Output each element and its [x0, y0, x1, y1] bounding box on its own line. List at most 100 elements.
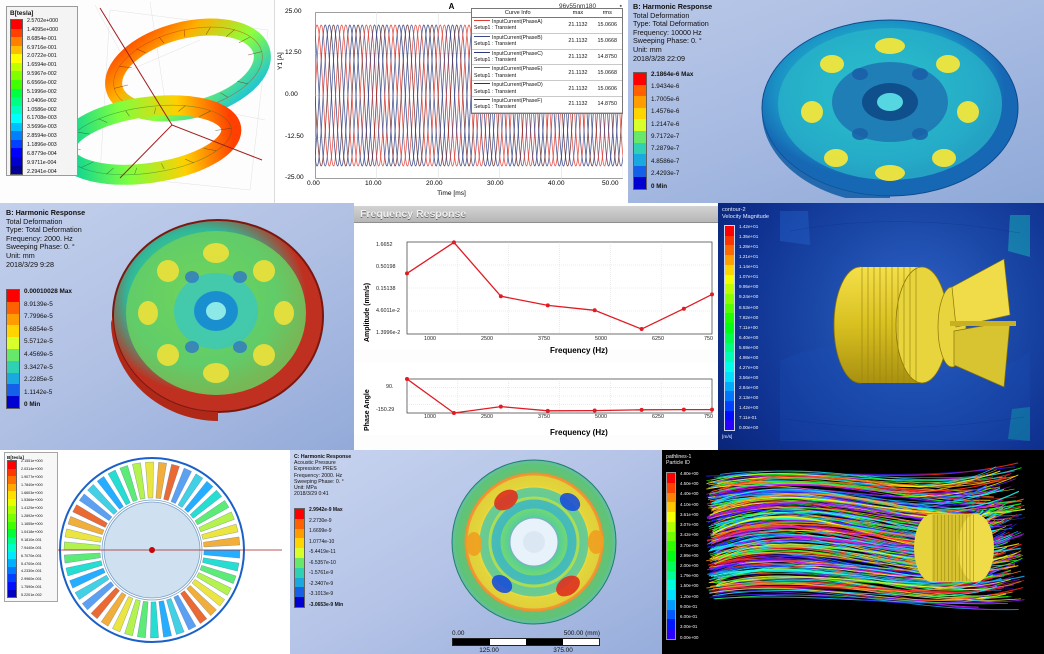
curve-color-swatch [474, 52, 490, 53]
legend-value: 6.00e-01 [680, 615, 698, 619]
color-bar-segment [634, 143, 646, 155]
legend-value: 6.6566e-002 [27, 81, 58, 86]
table-row: InputCurrent(PhaseF) Setup1 : Transient 21… [472, 97, 622, 113]
legend-value: 6.9716e-001 [27, 46, 58, 51]
color-bar [633, 72, 647, 190]
curve-name: InputCurrent(PhaseF) [492, 98, 542, 104]
panel-2d-flux-density: B[tesla] 2.1551e+000 2.0314e+000 1.9077e+0… [0, 450, 290, 654]
scale-mid: 375.00 [553, 647, 573, 654]
legend-value: 1.2147e-6 [651, 122, 693, 128]
color-bar-segment [634, 85, 646, 97]
color-bar-segment [725, 382, 734, 392]
color-bar [6, 289, 20, 409]
col-rms: rms [592, 9, 622, 18]
x-tick: 6250 [652, 414, 664, 420]
curve-info-table: Curve Info max rms InputCurrent(PhaseA) S… [471, 8, 623, 114]
x-tick: 3750 [538, 414, 550, 420]
legend-value: 1.6594e-001 [27, 63, 58, 68]
color-bar-segment [725, 236, 734, 246]
color-bar-segment [11, 80, 22, 89]
legend-value: 2.84e+00 [739, 386, 758, 391]
color-bar-segment [634, 73, 646, 85]
color-bar [724, 225, 735, 431]
col-curve-info: Curve Info [472, 9, 563, 18]
data-point [710, 408, 714, 412]
legend-value: 7.11e+00 [739, 326, 758, 331]
legend-value: 2.9960e-001 [21, 578, 43, 582]
legend-value: 1.0406e-002 [27, 99, 58, 104]
cell-curve: InputCurrent(PhaseF) Setup1 : Transient [472, 97, 563, 113]
color-bar-segment [725, 265, 734, 275]
harmonic-b-legend: 2.1864e-6 Max 1.9434e-6 1.7005e-6 1.4576e-6… [633, 72, 693, 190]
y-tick: -25.00 [285, 174, 304, 181]
velocity-magnitude-legend: 1.42e+01 1.35e+01 1.28e+01 1.21e+01 1.14e+01… [724, 225, 758, 431]
color-bar-segment [667, 571, 675, 581]
color-bar-segment [11, 89, 22, 98]
legend-value: 1.1896e-003 [27, 143, 58, 148]
table-row: InputCurrent(PhaseC) Setup1 : Transient 21… [472, 49, 622, 65]
curve-name: InputCurrent(PhaseA) [492, 19, 542, 25]
legend-value: 6.1708e-003 [27, 116, 58, 121]
color-bar-segment [725, 391, 734, 401]
cfd-header: contour-2 Velocity Magnitude [722, 207, 769, 220]
color-bar-segment [725, 420, 734, 430]
color-bar-segment [295, 568, 304, 578]
color-bar-segment [667, 551, 675, 561]
color-bar-segment [8, 559, 16, 567]
panel-acoustic-pressure: C: Harmonic Response Acoustic Pressure Exp… [290, 450, 662, 654]
color-bar-segment [667, 580, 675, 590]
legend-title: B[tesla] [10, 10, 74, 17]
legend-value: 3.3427e-5 [24, 365, 72, 371]
legend-value: 5.1996e-002 [27, 90, 58, 95]
phase-plot [354, 363, 718, 435]
scale-q1: 125.00 [479, 647, 499, 654]
legend-value: -3.1013e-9 [309, 592, 343, 597]
color-bar-segment [725, 226, 734, 236]
legend-value: 8.6854e-001 [27, 37, 58, 42]
flux-2d-legend: B[tesla] 2.1551e+000 2.0314e+000 1.9077e+0… [4, 452, 58, 602]
color-bar-segment [11, 166, 22, 175]
color-bar-segment [295, 519, 304, 529]
color-bar-segment [8, 476, 16, 484]
table-row: InputCurrent(PhaseB) Setup1 : Transient 21… [472, 33, 622, 49]
legend-value: 1.4095e+000 [27, 28, 58, 33]
color-bar-segment [667, 512, 675, 522]
legend-value: 3.5696e-003 [27, 125, 58, 130]
curve-setup: Setup1 : Transient [474, 89, 561, 95]
y-axis-label: Y1 [A] [277, 52, 284, 70]
legend-value: 0 Min [651, 184, 693, 190]
legend-value: 1.35e+01 [739, 235, 758, 240]
color-bar-segment [11, 157, 22, 166]
legend-value: 1.42e+00 [739, 406, 758, 411]
magnetostatic-legend: B[tesla] 2.5702e+000 1.4095e+000 8.6854e-0… [6, 6, 78, 176]
result-header: B: Harmonic Response Total Deformation Typ… [633, 3, 712, 63]
color-bar-segment [667, 483, 675, 493]
color-bar-segment [725, 323, 734, 333]
amplitude-plot [354, 224, 718, 349]
result-header: B: Harmonic Response Total Deformation Typ… [6, 209, 85, 269]
cell-max: 21.1132 [563, 81, 592, 97]
result-header: C: Harmonic Response Acoustic Pressure Exp… [294, 454, 351, 497]
color-bar-segment [7, 384, 19, 396]
legend-value: -5.4419e-11 [309, 550, 343, 555]
color-bar-segment [11, 148, 22, 157]
result-header-line: 2018/3/28 22:09 [633, 55, 712, 64]
legend-value: 6.6854e-5 [24, 327, 72, 333]
color-bar-segment [11, 131, 22, 140]
color-bar-segment [11, 46, 22, 55]
color-bar-segment [11, 37, 22, 46]
legend-value: 6.7070e-001 [21, 555, 43, 559]
legend-value: 4.80e+00 [680, 472, 698, 476]
color-bar-segment [634, 177, 646, 189]
cell-rms: 15.0606 [592, 81, 622, 97]
color-bar-segment [725, 284, 734, 294]
legend-values: 0.00010028 Max 8.9139e-5 7.7996e-5 6.6854e-… [24, 289, 72, 409]
legend-value: 3.56e+00 [739, 376, 758, 381]
legend-value: 4.4569e-5 [24, 352, 72, 358]
legend-value: 1.21e+01 [739, 255, 758, 260]
legend-value: 9.7172e-7 [651, 134, 693, 140]
legend-value: 1.5366e+000 [21, 499, 43, 503]
scale-max: 500.00 (mm) [564, 630, 600, 637]
curve-color-swatch [474, 99, 490, 100]
y-tick: 12.50 [285, 49, 302, 56]
